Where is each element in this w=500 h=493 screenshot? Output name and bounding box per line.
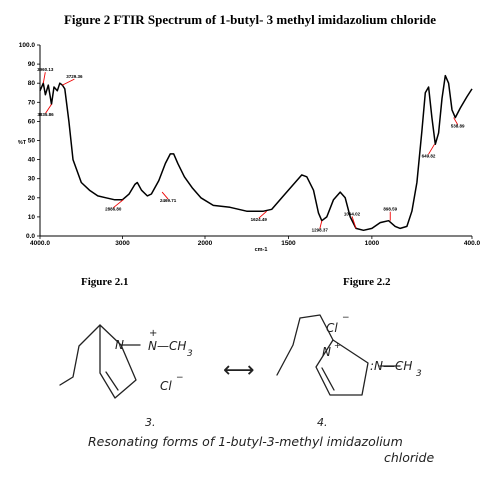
peak-label: 2469.71 bbox=[160, 198, 177, 203]
butyl-chain-right bbox=[276, 314, 334, 376]
peak-leader-line bbox=[113, 199, 124, 209]
plus-left: + bbox=[149, 328, 157, 339]
peak-label: 898.59 bbox=[383, 207, 397, 212]
imidazole-ring-left bbox=[99, 324, 137, 399]
chloride-left: Cl bbox=[160, 379, 172, 393]
y-tick-label: 20 bbox=[28, 195, 36, 202]
peak-label: 3960.13 bbox=[37, 67, 54, 72]
peak-leader-line bbox=[319, 220, 323, 229]
y-tick-label: 30 bbox=[28, 176, 36, 183]
peak-label: 1624.49 bbox=[251, 217, 268, 222]
y-axis-label: %T bbox=[18, 140, 27, 146]
structure-right bbox=[276, 314, 401, 396]
peak-leader-line bbox=[351, 216, 357, 229]
x-tick-label: 3000 bbox=[115, 240, 130, 247]
ftir-chart: 0.0 10 20 30 40 50 60 70 80 90 100.0 4000.0 3000 2000… bbox=[18, 42, 481, 253]
x-tick-label: 400.0 bbox=[464, 240, 481, 247]
n-label-right: N bbox=[322, 345, 331, 359]
y-tick-label: 10 bbox=[28, 214, 36, 221]
butyl-chain-left bbox=[59, 324, 101, 386]
figure-title: Figure 2 FTIR Spectrum of 1-butyl- 3 met… bbox=[63, 12, 437, 27]
y-tick-label: 0.0 bbox=[26, 233, 35, 240]
structure-number-left: 3. bbox=[145, 416, 156, 429]
spectrum-line bbox=[39, 74, 473, 232]
methyl-sub-left: 3 bbox=[187, 349, 193, 359]
chloride-right: Cl bbox=[326, 321, 338, 335]
peak-label: 1298.37 bbox=[312, 228, 329, 233]
peak-label: 1094.02 bbox=[344, 211, 361, 216]
peak-annotations: 3960.13 3729.36 3835.86 2886.80 2469.71 1624.… bbox=[37, 67, 465, 233]
y-tick-label: 50 bbox=[28, 138, 36, 145]
figure-2-2-label: Figure 2.2 bbox=[343, 276, 391, 288]
peak-leader-line bbox=[428, 144, 435, 155]
peak-leader-line bbox=[161, 191, 169, 200]
methyl-sub-right: 3 bbox=[416, 369, 422, 379]
peak-leader-line bbox=[453, 117, 459, 125]
y-tick-label: 100.0 bbox=[19, 42, 36, 49]
chart-ticks: 0.0 10 20 30 40 50 60 70 80 90 100.0 4000.0 3000 2000… bbox=[19, 42, 481, 247]
caption-line-2: chloride bbox=[384, 450, 434, 465]
structure-left bbox=[59, 324, 141, 399]
methyl-left: N—CH bbox=[148, 339, 186, 353]
resonance-arrow: ⟷ bbox=[223, 358, 255, 383]
caption-line-1: Resonating forms of 1-butyl-3-methyl imi… bbox=[88, 434, 403, 449]
figure-2-1-label: Figure 2.1 bbox=[81, 276, 129, 288]
peak-leader-line bbox=[45, 103, 52, 114]
x-axis-label: cm-1 bbox=[255, 247, 268, 253]
y-tick-label: 40 bbox=[28, 157, 36, 164]
x-tick-label: 1000 bbox=[365, 240, 380, 247]
peak-label: 538.89 bbox=[451, 124, 465, 129]
peak-label: 649.82 bbox=[422, 153, 436, 158]
peak-label: 2886.80 bbox=[105, 207, 122, 212]
structure-number-right: 4. bbox=[317, 416, 328, 429]
x-tick-label: 4000.0 bbox=[30, 240, 50, 247]
spectrum-line-group bbox=[39, 74, 473, 232]
double-bond-left bbox=[105, 371, 119, 391]
plus-right: + bbox=[334, 341, 341, 350]
chloride-minus-right: − bbox=[342, 313, 350, 323]
peak-leader-line bbox=[62, 78, 75, 86]
peak-label: 3729.36 bbox=[66, 74, 83, 79]
peak-label: 3835.86 bbox=[37, 112, 54, 117]
imidazole-ring-right bbox=[315, 339, 369, 396]
peak-leader-line bbox=[258, 210, 268, 219]
y-tick-label: 60 bbox=[28, 118, 36, 125]
x-tick-label: 1500 bbox=[281, 240, 296, 247]
x-tick-label: 2000 bbox=[198, 240, 213, 247]
peak-leader-line bbox=[42, 72, 46, 84]
y-tick-label: 90 bbox=[28, 61, 36, 68]
y-tick-label: 80 bbox=[28, 80, 36, 87]
n-label-left: N bbox=[115, 338, 124, 352]
y-tick-label: 70 bbox=[28, 99, 36, 106]
methyl-right: :N—CH bbox=[370, 359, 412, 373]
chloride-minus-left: − bbox=[176, 373, 184, 383]
double-bond-right bbox=[321, 367, 335, 391]
